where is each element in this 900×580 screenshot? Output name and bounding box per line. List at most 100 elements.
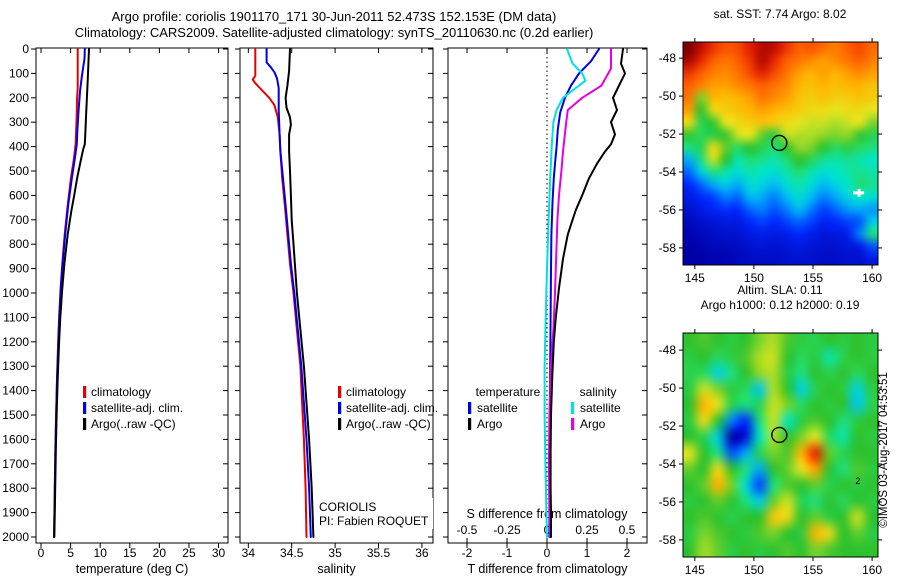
- s-tick-label: -0.5: [457, 523, 478, 537]
- legend-column-header: salinity: [580, 385, 617, 399]
- s-tick-label: -0.25: [493, 523, 521, 537]
- depth-tick-label: 1900: [2, 506, 29, 520]
- x-tick-label: 34: [242, 546, 256, 560]
- map-y-tick-label: -58: [659, 533, 677, 547]
- legend-label: satellite: [580, 401, 621, 415]
- map-y-tick-label: -56: [659, 495, 677, 509]
- depth-tick-label: 1400: [2, 384, 29, 398]
- map-x-tick-label: 155: [803, 563, 823, 577]
- x-tick-label: 30: [212, 546, 226, 560]
- sst-map-title: sat. SST: 7.74 Argo: 8.02: [713, 7, 847, 21]
- sst-map-overlay: 145 150 155 160 -48 -50 -52 -54 -56 -58: [659, 38, 882, 285]
- difference-profile-line-1: [543, 48, 587, 538]
- map-y-tick-label: -52: [659, 127, 677, 141]
- x-tick-label: 35: [328, 546, 342, 560]
- legend-label: Argo: [477, 417, 503, 431]
- map-y-tick-label: -56: [659, 203, 677, 217]
- legend-label: satellite: [477, 401, 518, 415]
- depth-tick-label: 500: [9, 164, 29, 178]
- depth-tick-label: 100: [9, 66, 29, 80]
- x-tick-label: 0: [544, 546, 551, 560]
- x-tick-label: 34.5: [280, 546, 304, 560]
- map-y-tick-label: -52: [659, 419, 677, 433]
- map-x-tick-label: 155: [803, 271, 823, 285]
- temperature-profile-xaxis-title: temperature (deg C): [76, 562, 189, 576]
- map-x-tick-label: 160: [862, 563, 882, 577]
- map-x-tick-label: 160: [862, 271, 882, 285]
- sst-heatmap-canvas: [683, 42, 878, 265]
- x-tick-label: 2: [624, 546, 631, 560]
- legend-marker: [83, 386, 87, 398]
- legend-marker: [338, 402, 342, 414]
- sla-map-title-line1: Altim. SLA: 0.11: [737, 283, 823, 297]
- coriolis-label: CORIOLIS: [319, 500, 376, 514]
- temperature-profile-line-1: [53, 48, 86, 538]
- difference-profile-xaxis-title: T difference from climatology: [467, 562, 628, 576]
- small-glyph-marker: 2: [855, 476, 860, 486]
- sla-map-title-line2: Argo h1000: 0.12 h2000: 0.19: [700, 298, 860, 312]
- x-tick-label: 25: [182, 546, 196, 560]
- legend-marker: [83, 402, 87, 414]
- x-tick-label: 1: [584, 546, 591, 560]
- map-x-tick-label: 150: [744, 563, 764, 577]
- salinity-profile-line-1: [265, 48, 312, 538]
- depth-tick-label: 1000: [2, 286, 29, 300]
- sla-heatmap-canvas: [683, 333, 878, 557]
- x-tick-label: 36: [415, 546, 429, 560]
- legend-marker: [338, 418, 342, 430]
- s-tick-label: 0.25: [575, 523, 599, 537]
- depth-tick-label: 200: [9, 91, 29, 105]
- salinity-profile-legend: climatology satellite-adj. clim. Argo(..ra…: [338, 385, 438, 431]
- depth-tick-label: 1700: [2, 457, 29, 471]
- sst-map-frame: [682, 41, 879, 266]
- legend-marker: [571, 402, 575, 414]
- depth-tick-label: 1200: [2, 335, 29, 349]
- legend-label: satellite-adj. clim.: [91, 401, 183, 415]
- legend-marker: [468, 402, 472, 414]
- figure-title-line2: Climatology: CARS2009. Satellite-adjuste…: [74, 25, 594, 40]
- legend-label: Argo(..raw -QC): [346, 417, 431, 431]
- depth-tick-label: 300: [9, 115, 29, 129]
- legend-label: climatology: [346, 385, 406, 399]
- difference-profile-line-3: [549, 48, 626, 538]
- sla-map-overlay: 145 150 155 160 -48 -50 -52 -54 -56 -58 2: [659, 329, 882, 577]
- map-y-tick-label: -48: [659, 343, 677, 357]
- legend-marker: [338, 386, 342, 398]
- map-y-tick-label: -58: [659, 241, 677, 255]
- map-y-tick-label: -50: [659, 89, 677, 103]
- map-y-tick-label: -54: [659, 165, 677, 179]
- difference-profile-line-2: [547, 48, 612, 538]
- legend-marker: [83, 418, 87, 430]
- temperature-profile-frame: [35, 47, 229, 544]
- imos-watermark: ©IMOS 03-Aug-2017 04:53:51: [878, 372, 890, 528]
- map-y-tick-label: -50: [659, 381, 677, 395]
- map-x-tick-label: 150: [744, 271, 764, 285]
- difference-legend: temperature satellite Argo salinity satellit…: [468, 385, 621, 431]
- legend-label: Argo: [580, 417, 606, 431]
- map-x-tick-label: 145: [685, 563, 705, 577]
- salinity-profile-frame: [239, 47, 434, 544]
- x-tick-label: 15: [123, 546, 137, 560]
- map-y-tick-label: -54: [659, 457, 677, 471]
- depth-tick-label: 900: [9, 262, 29, 276]
- temperature-profile-line-0: [53, 48, 79, 538]
- pi-label: PI: Fabien ROQUET: [319, 514, 429, 528]
- depth-tick-label: 1600: [2, 432, 29, 446]
- legend-column-header: temperature: [476, 385, 541, 399]
- temperature-profile: 0 5 10 15 20 25 300100200300400500600700800900…: [2, 42, 229, 576]
- map-y-tick-label: -48: [659, 51, 677, 65]
- salinity-profile-line-2: [284, 48, 315, 538]
- depth-tick-label: 700: [9, 213, 29, 227]
- x-tick-label: 0: [38, 546, 45, 560]
- x-tick-label: 35.5: [367, 546, 391, 560]
- legend-label: satellite-adj. clim.: [346, 401, 438, 415]
- temperature-profile-legend: climatology satellite-adj. clim. Argo(..ra…: [83, 385, 183, 431]
- depth-tick-label: 1300: [2, 359, 29, 373]
- depth-tick-label: 2000: [2, 530, 29, 544]
- depth-tick-label: 400: [9, 140, 29, 154]
- depth-tick-label: 0: [22, 42, 29, 56]
- legend-label: Argo(..raw -QC): [91, 417, 176, 431]
